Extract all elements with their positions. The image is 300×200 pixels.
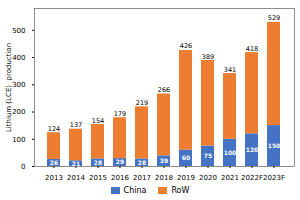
- svg-text:200: 200: [12, 108, 25, 116]
- svg-text:29: 29: [116, 158, 124, 165]
- svg-text:2014: 2014: [67, 174, 85, 182]
- svg-text:Lithium (LCE) production: Lithium (LCE) production: [5, 43, 13, 132]
- svg-text:2019: 2019: [177, 174, 195, 182]
- svg-text:179: 179: [114, 110, 126, 118]
- html-text:China: China: [123, 185, 147, 195]
- svg-text:2017: 2017: [133, 174, 151, 182]
- svg-text:28: 28: [94, 159, 102, 166]
- svg-text:100: 100: [12, 135, 25, 143]
- svg-text:426: 426: [180, 42, 192, 50]
- svg-text:418: 418: [246, 45, 258, 53]
- svg-text:150: 150: [268, 142, 281, 149]
- svg-text:60: 60: [182, 154, 190, 161]
- svg-text:100: 100: [224, 149, 237, 156]
- svg-text:500: 500: [12, 27, 25, 35]
- svg-text:75: 75: [204, 152, 212, 159]
- svg-text:529: 529: [268, 14, 280, 22]
- svg-text:120: 120: [246, 146, 259, 153]
- svg-text:2018: 2018: [155, 174, 173, 182]
- svg-text:266: 266: [158, 86, 170, 94]
- svg-text:219: 219: [136, 99, 148, 107]
- svg-text:2016: 2016: [111, 174, 129, 182]
- svg-text:2013: 2013: [45, 174, 63, 182]
- svg-text:21: 21: [72, 160, 80, 167]
- svg-text:137: 137: [70, 121, 82, 129]
- svg-text:26: 26: [50, 159, 58, 166]
- svg-text:154: 154: [92, 117, 104, 125]
- svg-text:2020: 2020: [199, 174, 217, 182]
- svg-text:124: 124: [48, 125, 60, 133]
- svg-text:2023F: 2023F: [263, 174, 285, 182]
- svg-text:2022F: 2022F: [241, 174, 263, 182]
- svg-text:341: 341: [224, 66, 236, 74]
- svg-text:0: 0: [21, 163, 25, 171]
- html-text:RoW: RoW: [171, 185, 190, 195]
- svg-text:300: 300: [12, 81, 25, 89]
- svg-text:39: 39: [160, 157, 168, 164]
- svg-text:400: 400: [12, 54, 25, 62]
- svg-text:2015: 2015: [89, 174, 107, 182]
- svg-text:28: 28: [138, 159, 146, 166]
- svg-text:2021: 2021: [221, 174, 239, 182]
- svg-text:389: 389: [202, 53, 214, 61]
